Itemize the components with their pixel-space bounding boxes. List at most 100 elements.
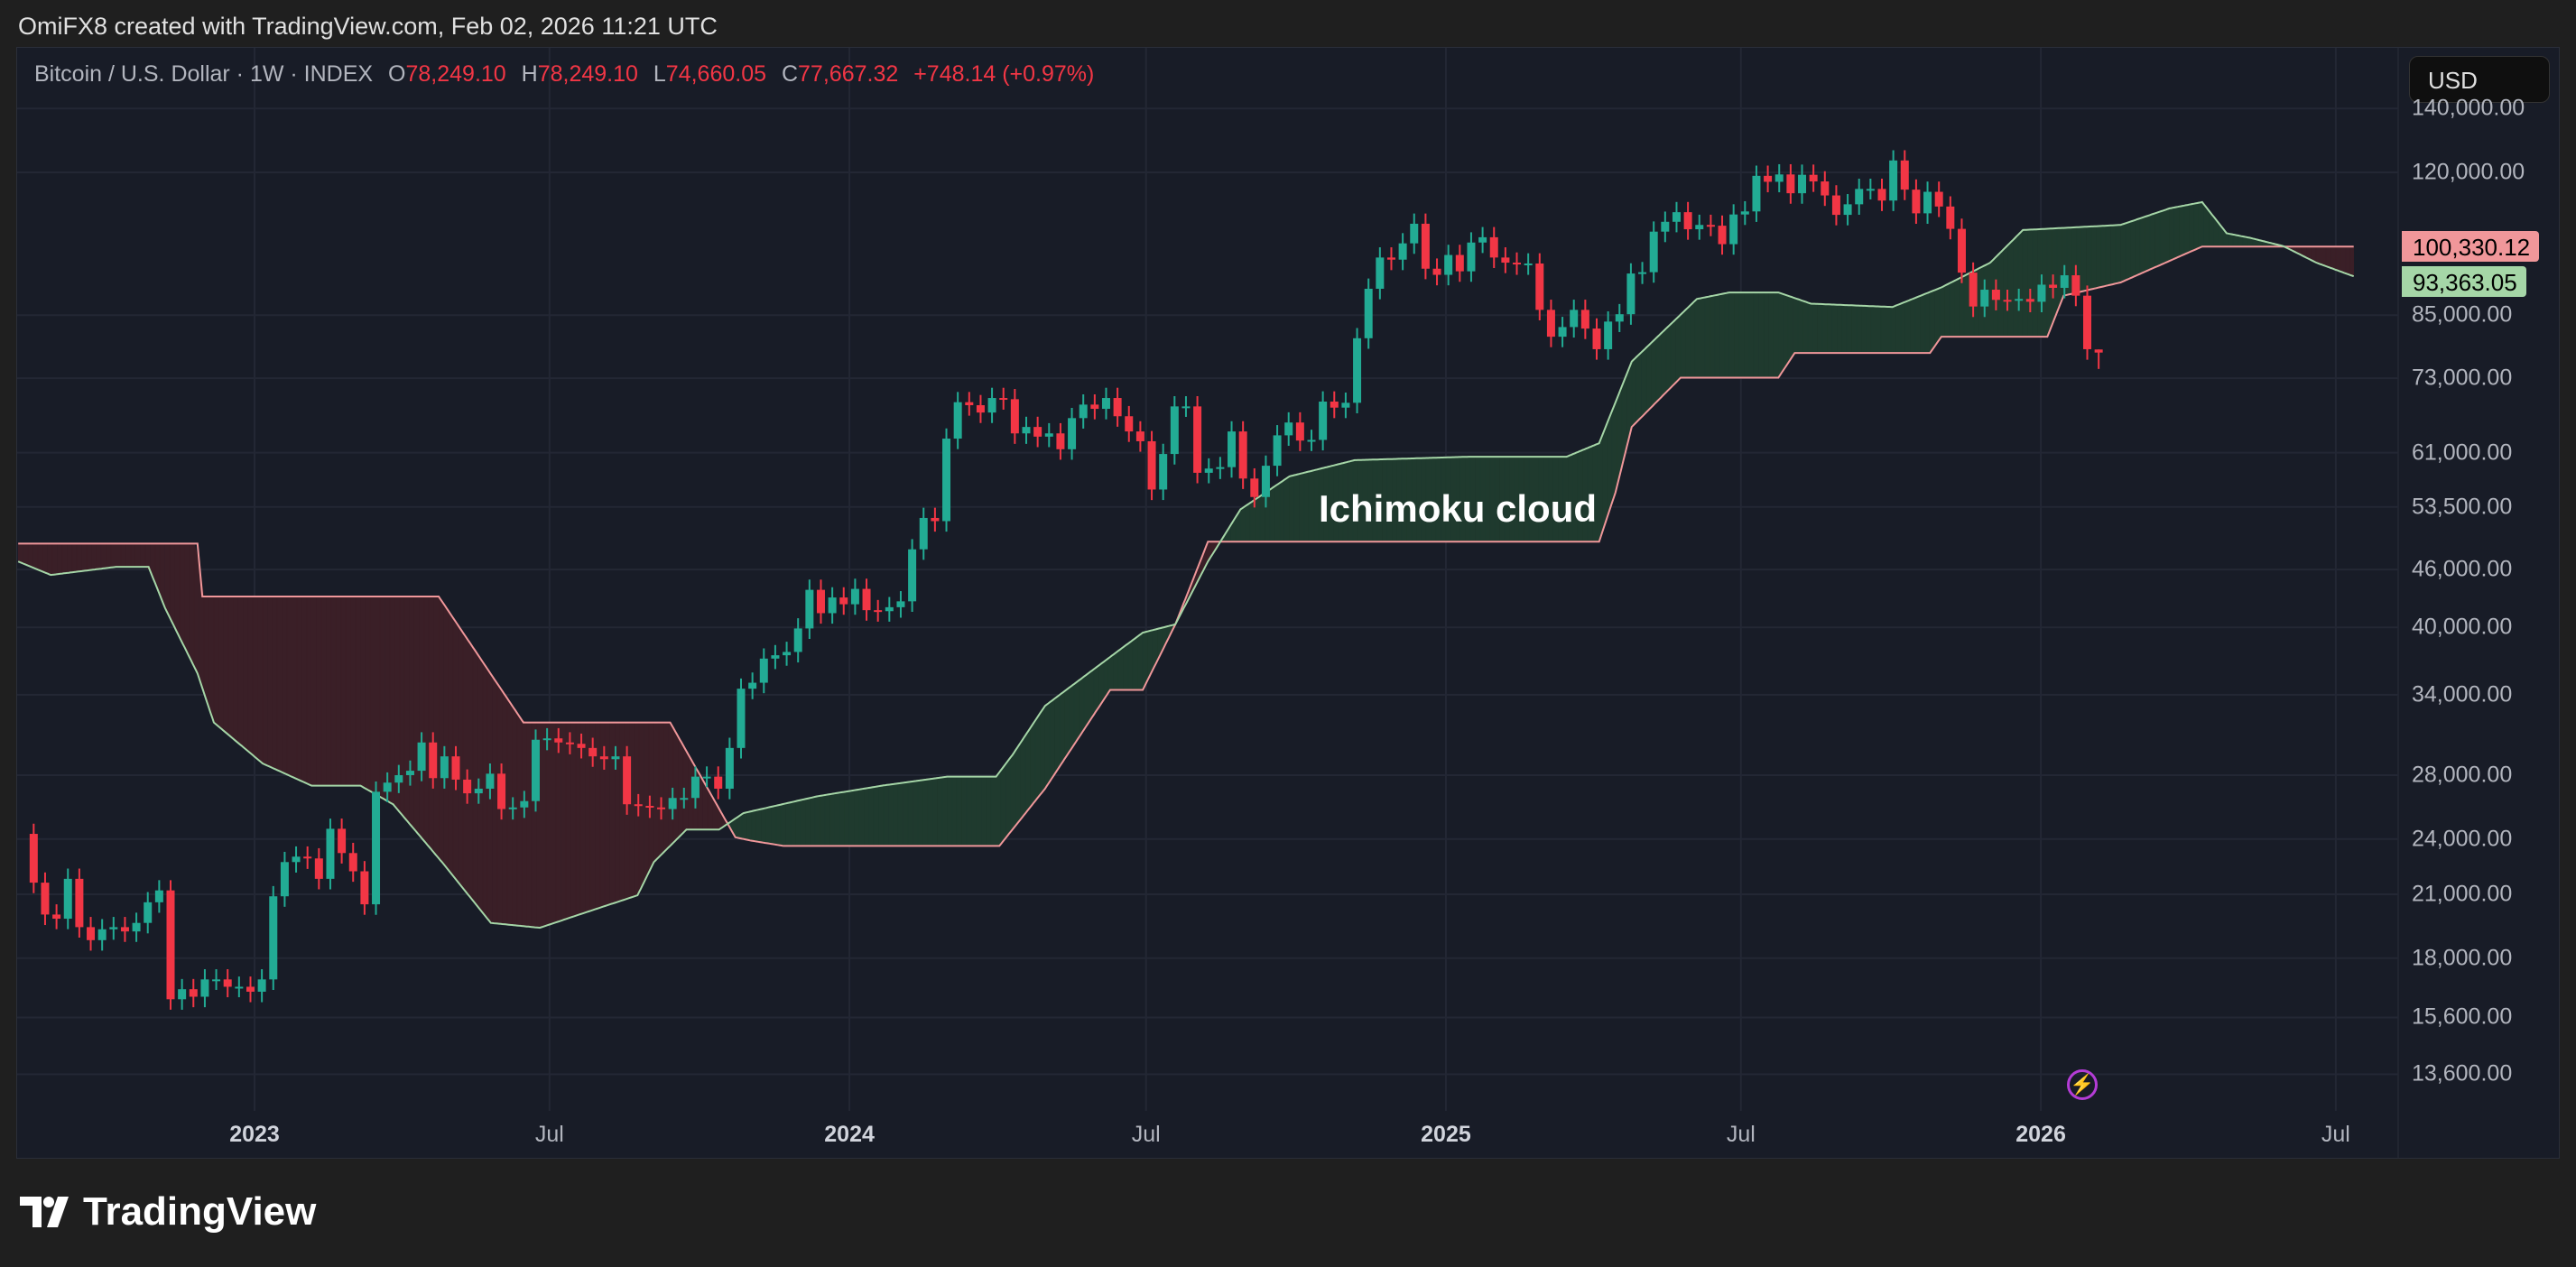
cloud-segment: [2183, 204, 2190, 255]
candle-body: [725, 747, 734, 789]
candle: [542, 727, 551, 751]
candle-body: [120, 927, 129, 932]
cloud-segment: [17, 543, 23, 564]
cloud-segment: [1734, 291, 1740, 378]
candle-body: [497, 773, 506, 809]
cloud-segment: [1044, 701, 1051, 790]
candle: [1889, 150, 1898, 211]
candle-body: [1580, 310, 1589, 329]
cloud-segment: [223, 596, 229, 735]
candle-body: [1467, 242, 1476, 272]
price-tick-label: 40,000.00: [2412, 614, 2513, 640]
cloud-segment: [389, 596, 395, 807]
cloud-segment: [1137, 632, 1144, 690]
candle-body: [1170, 406, 1179, 455]
candle-body: [1056, 433, 1065, 449]
cloud-segment: [47, 543, 53, 576]
candle: [931, 507, 940, 532]
open-value: 78,249.10: [405, 61, 506, 87]
candle: [360, 861, 369, 915]
cloud-segment: [1040, 705, 1046, 796]
candle: [1228, 421, 1237, 478]
candle: [451, 745, 460, 791]
cloud-segment: [2135, 217, 2141, 277]
cloud-segment: [1802, 300, 1809, 354]
candle: [874, 599, 883, 622]
cloud-segment: [844, 791, 850, 846]
cloud-segment: [907, 781, 913, 846]
price-tick-label: 61,000.00: [2412, 439, 2513, 466]
candle: [1661, 211, 1670, 243]
candle-body: [463, 779, 472, 794]
cloud-segment: [399, 596, 405, 818]
cloud-segment: [2169, 207, 2175, 262]
candle: [497, 763, 506, 820]
candle: [154, 880, 163, 913]
time-tick-label: Jul: [534, 1122, 564, 1147]
cloud-segment: [653, 722, 660, 864]
candle-body: [1273, 435, 1282, 467]
candle: [828, 587, 837, 624]
cloud-segment: [423, 596, 430, 848]
candle: [1580, 300, 1589, 339]
candle-body: [885, 606, 894, 612]
candle: [759, 648, 768, 694]
candle-body: [1376, 257, 1385, 289]
cloud-segment: [1939, 285, 1945, 340]
price-tick-label: 21,000.00: [2412, 881, 2513, 907]
candle-body: [1866, 189, 1875, 191]
candle: [668, 787, 677, 820]
candle: [109, 917, 118, 940]
candle-body: [931, 517, 940, 522]
candle: [1570, 300, 1579, 338]
candle: [645, 795, 654, 818]
cloud-segment: [492, 675, 498, 924]
candle-body: [405, 771, 414, 775]
candle: [1592, 318, 1601, 360]
price-tick-label: 34,000.00: [2412, 681, 2513, 707]
candle-body: [759, 658, 768, 683]
price-tick-label: 15,600.00: [2412, 1003, 2513, 1030]
cloud-segment: [1910, 297, 1916, 354]
cloud-segment: [658, 722, 664, 858]
candle-body: [1421, 223, 1430, 269]
candle-body: [97, 929, 107, 940]
candle-body: [2049, 284, 2058, 288]
cloud-segment: [741, 811, 747, 840]
tradingview-logo[interactable]: TradingView: [20, 1189, 316, 1235]
cloud-segment: [829, 792, 836, 846]
candle-body: [862, 588, 871, 611]
cloud-segment: [385, 596, 391, 803]
open-label: O: [388, 61, 406, 87]
candle-body: [531, 739, 540, 801]
cloud-segment: [629, 722, 635, 899]
candle-body: [599, 756, 608, 760]
candle: [212, 968, 221, 990]
cloud-segment: [917, 780, 923, 846]
cloud-segment: [814, 795, 820, 846]
cloud-segment: [472, 646, 478, 908]
cloud-segment: [1030, 719, 1036, 809]
candle: [269, 885, 278, 990]
candle: [1376, 247, 1385, 300]
candle: [29, 823, 38, 893]
candle: [896, 591, 905, 618]
currency-button[interactable]: USD: [2409, 56, 2550, 103]
lightning-icon[interactable]: ⚡: [2067, 1069, 2098, 1100]
candles: [29, 150, 2103, 1010]
cloud-segment: [2189, 203, 2195, 253]
cloud-segment: [1661, 328, 1667, 399]
candle-body: [132, 922, 141, 932]
cloud-segment: [208, 596, 215, 723]
cloud-segment: [1641, 347, 1647, 418]
cloud-segment: [551, 722, 557, 925]
cloud-segment: [61, 543, 68, 574]
candle-body: [965, 402, 974, 406]
candle-body: [1238, 431, 1247, 479]
cloud-segment: [1069, 683, 1075, 753]
cloud-segment: [184, 543, 190, 658]
cloud-segment: [1059, 690, 1065, 768]
cloud-segment: [1724, 291, 1730, 378]
candle: [246, 976, 255, 1003]
